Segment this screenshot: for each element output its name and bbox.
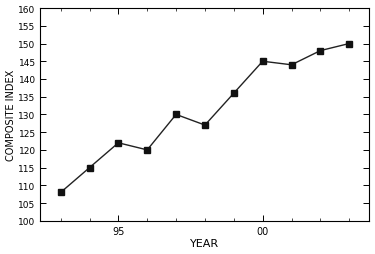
X-axis label: YEAR: YEAR <box>190 239 219 248</box>
Y-axis label: COMPOSITE INDEX: COMPOSITE INDEX <box>6 70 15 161</box>
